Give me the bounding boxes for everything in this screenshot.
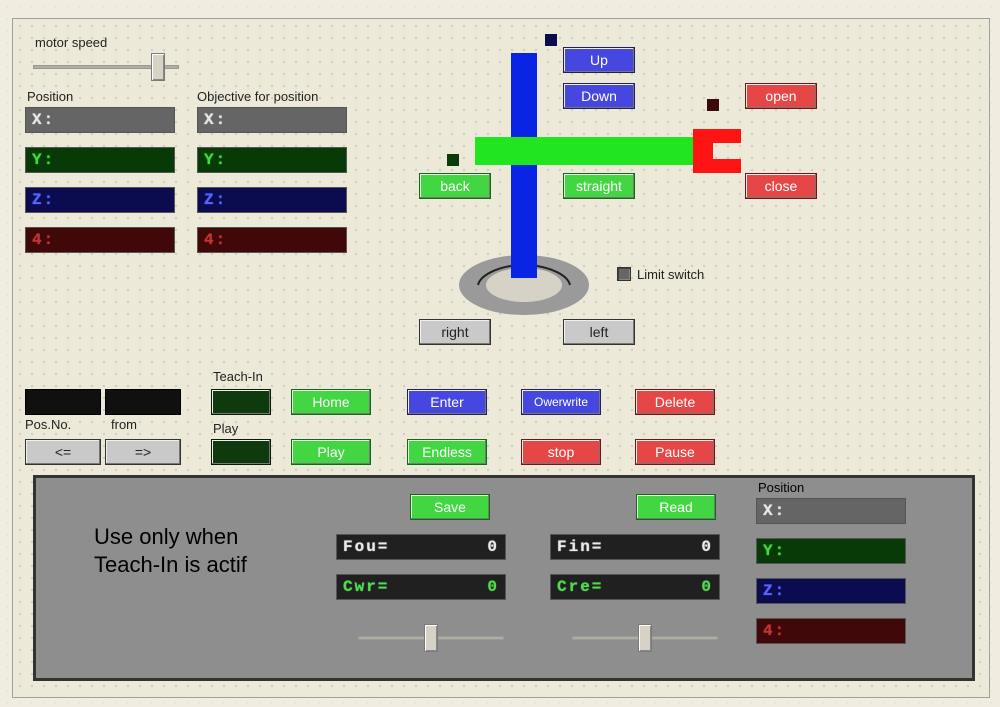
bottom-slider-2[interactable] <box>572 636 718 640</box>
save-button[interactable]: Save <box>410 494 490 520</box>
play-label: Play <box>213 421 238 436</box>
lcd-row: 4: <box>756 618 906 644</box>
lcd-row: X: <box>756 498 906 524</box>
teachin-indicator <box>211 389 271 415</box>
play-button[interactable]: Play <box>291 439 371 465</box>
robot-arm-diagram <box>13 19 991 359</box>
teachin-panel: Use only when Teach-In is actif Save Rea… <box>33 475 975 681</box>
posno-label: Pos.No. <box>25 417 71 432</box>
stop-button[interactable]: stop <box>521 439 601 465</box>
limit-switch-label: Limit switch <box>637 267 704 282</box>
read-button[interactable]: Read <box>636 494 716 520</box>
home-button[interactable]: Home <box>291 389 371 415</box>
from-field[interactable] <box>105 389 181 415</box>
cre-field: Cre=0 <box>550 574 720 600</box>
posno-field[interactable] <box>25 389 101 415</box>
enter-button[interactable]: Enter <box>407 389 487 415</box>
down-button[interactable]: Down <box>563 83 635 109</box>
lcd-row: Z: <box>756 578 906 604</box>
note-line2: Teach-In is actif <box>94 552 247 578</box>
fin-field: Fin=0 <box>550 534 720 560</box>
from-label: from <box>111 417 137 432</box>
prev-button[interactable]: <= <box>25 439 101 465</box>
right-button[interactable]: right <box>419 319 491 345</box>
cwr-field: Cwr=0 <box>336 574 506 600</box>
open-button[interactable]: open <box>745 83 817 109</box>
up-button[interactable]: Up <box>563 47 635 73</box>
next-button[interactable]: => <box>105 439 181 465</box>
straight-button[interactable]: straight <box>563 173 635 199</box>
teachin-label: Teach-In <box>213 369 263 384</box>
main-panel: motor speed Position X:Y:Z:4: Objective … <box>12 18 990 698</box>
limit-switch-checkbox[interactable] <box>617 267 631 281</box>
bottom-position-heading: Position <box>758 480 804 495</box>
lcd-row: Y: <box>756 538 906 564</box>
pause-button[interactable]: Pause <box>635 439 715 465</box>
back-button[interactable]: back <box>419 173 491 199</box>
close-button[interactable]: close <box>745 173 817 199</box>
endless-button[interactable]: Endless <box>407 439 487 465</box>
note-line1: Use only when <box>94 524 238 550</box>
left-button[interactable]: left <box>563 319 635 345</box>
fou-field: Fou=0 <box>336 534 506 560</box>
bottom-slider-1[interactable] <box>358 636 504 640</box>
play-indicator <box>211 439 271 465</box>
delete-button[interactable]: Delete <box>635 389 715 415</box>
overwrite-button[interactable]: Owerwrite <box>521 389 601 415</box>
